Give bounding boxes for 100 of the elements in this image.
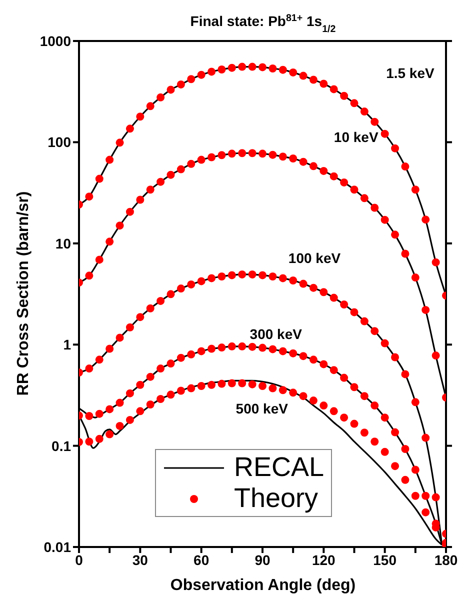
point <box>340 414 348 422</box>
point <box>228 150 236 158</box>
point <box>218 344 226 352</box>
point <box>411 466 420 474</box>
point <box>136 407 144 416</box>
point <box>380 448 389 456</box>
y-tick-label: 0.01 <box>44 538 72 555</box>
point <box>391 353 400 362</box>
point <box>380 216 389 224</box>
point <box>218 65 226 74</box>
point <box>309 356 318 364</box>
point <box>268 150 277 159</box>
point <box>146 304 154 312</box>
point <box>136 313 144 322</box>
point <box>85 192 94 201</box>
point <box>116 222 124 230</box>
legend-label: RECAL <box>234 452 324 483</box>
point <box>238 149 246 158</box>
point <box>330 85 338 94</box>
point <box>330 407 338 416</box>
point <box>166 390 175 399</box>
point <box>146 400 154 408</box>
point <box>401 162 410 171</box>
point <box>208 344 216 353</box>
y-axis-title: RR Cross Section (barn/sr) <box>15 191 32 396</box>
point <box>197 382 206 390</box>
point <box>258 382 266 390</box>
point <box>106 238 114 246</box>
point <box>350 420 358 428</box>
point <box>126 323 134 332</box>
point <box>208 68 216 76</box>
point <box>370 438 379 446</box>
point <box>136 380 144 389</box>
point <box>370 118 379 126</box>
point <box>197 70 206 79</box>
point <box>126 416 134 424</box>
point <box>422 492 430 500</box>
point <box>299 72 308 80</box>
point <box>166 86 175 94</box>
point <box>116 334 124 342</box>
point <box>228 379 236 388</box>
point <box>360 194 368 202</box>
point <box>228 64 236 72</box>
point <box>432 258 440 266</box>
point <box>289 276 298 284</box>
point <box>391 462 400 470</box>
point <box>340 92 348 100</box>
point <box>106 405 114 414</box>
point <box>136 196 144 204</box>
point <box>299 280 308 288</box>
point <box>187 75 196 84</box>
point <box>401 476 410 484</box>
point <box>197 156 206 164</box>
point <box>278 66 287 74</box>
point <box>95 434 104 443</box>
point <box>166 360 175 368</box>
point <box>309 396 318 405</box>
point <box>166 170 175 179</box>
point <box>238 342 246 350</box>
point <box>176 165 185 174</box>
annotation: 500 keV <box>236 400 289 417</box>
point <box>238 62 246 71</box>
point <box>106 344 114 353</box>
point <box>156 178 165 186</box>
point <box>289 154 298 163</box>
point <box>187 350 196 358</box>
point <box>401 250 410 258</box>
point <box>422 306 430 314</box>
point <box>126 389 134 398</box>
point <box>401 444 410 453</box>
point <box>340 178 348 186</box>
point <box>350 383 358 392</box>
point <box>95 256 104 264</box>
point <box>208 153 216 162</box>
point <box>218 151 226 160</box>
point <box>156 93 165 102</box>
point <box>360 392 368 400</box>
point <box>85 412 94 420</box>
point <box>106 430 114 438</box>
point <box>146 372 154 381</box>
point <box>370 402 379 410</box>
point <box>258 271 266 280</box>
legend-label: Theory <box>234 483 318 514</box>
point <box>422 434 430 442</box>
point <box>85 438 94 446</box>
point <box>126 208 134 216</box>
point <box>85 272 94 280</box>
point <box>218 380 226 388</box>
x-tick-label: 30 <box>132 552 148 568</box>
point <box>401 370 410 378</box>
point <box>360 108 368 116</box>
point <box>248 342 256 351</box>
x-axis-title: Observation Angle (deg) <box>170 577 356 594</box>
point <box>278 347 287 356</box>
point <box>330 172 338 180</box>
point <box>95 410 104 418</box>
point <box>432 352 440 360</box>
point <box>176 386 185 395</box>
point <box>360 428 368 437</box>
y-tick-label: 1000 <box>40 32 72 49</box>
